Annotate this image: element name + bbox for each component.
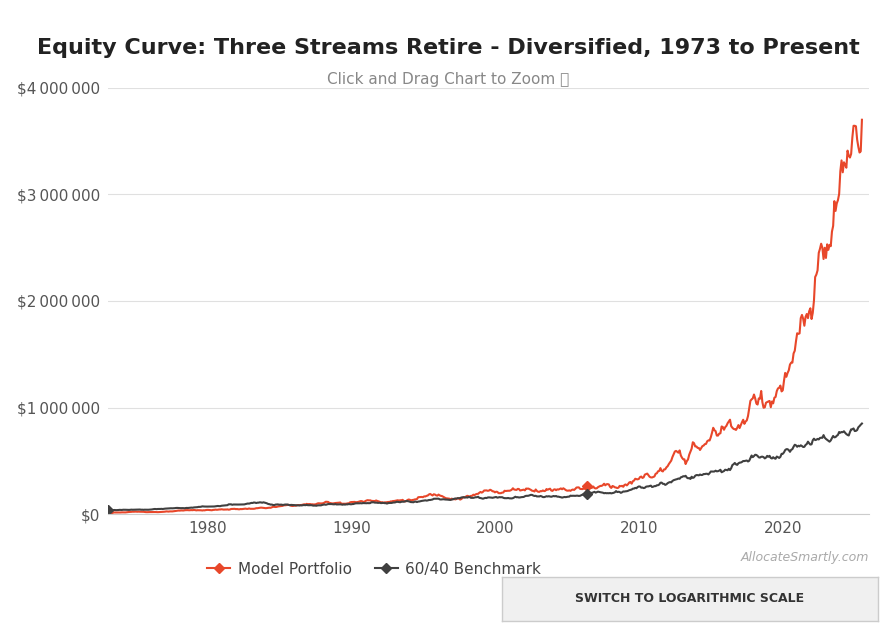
Model Portfolio: [849, 122, 860, 130]
60/40 Benchmark: [110, 507, 121, 514]
Text: Equity Curve: Three Streams Retire - Diversified, 1973 to Present: Equity Curve: Three Streams Retire - Div…: [37, 38, 859, 58]
60/40 Benchmark: [857, 420, 867, 428]
Model Portfolio: [663, 460, 674, 468]
Model Portfolio: [726, 423, 737, 430]
60/40 Benchmark: [553, 493, 564, 500]
Model Portfolio: [110, 508, 121, 516]
Model Portfolio: [553, 486, 564, 493]
Text: Click and Drag Chart to Zoom ⌕: Click and Drag Chart to Zoom ⌕: [327, 72, 569, 87]
Line: 60/40 Benchmark: 60/40 Benchmark: [104, 420, 866, 514]
Model Portfolio: [294, 502, 305, 509]
Text: SWITCH TO LOGARITHMIC SCALE: SWITCH TO LOGARITHMIC SCALE: [575, 593, 805, 605]
60/40 Benchmark: [202, 503, 212, 510]
Model Portfolio: [102, 508, 113, 516]
Line: Model Portfolio: Model Portfolio: [104, 116, 866, 516]
60/40 Benchmark: [726, 465, 737, 472]
Legend: Model Portfolio, 60/40 Benchmark: Model Portfolio, 60/40 Benchmark: [201, 556, 547, 583]
Text: AllocateSmartly.com: AllocateSmartly.com: [741, 551, 869, 564]
60/40 Benchmark: [294, 502, 305, 509]
60/40 Benchmark: [663, 479, 674, 487]
60/40 Benchmark: [102, 506, 113, 514]
Model Portfolio: [857, 116, 867, 124]
Model Portfolio: [202, 506, 212, 514]
60/40 Benchmark: [849, 427, 860, 435]
